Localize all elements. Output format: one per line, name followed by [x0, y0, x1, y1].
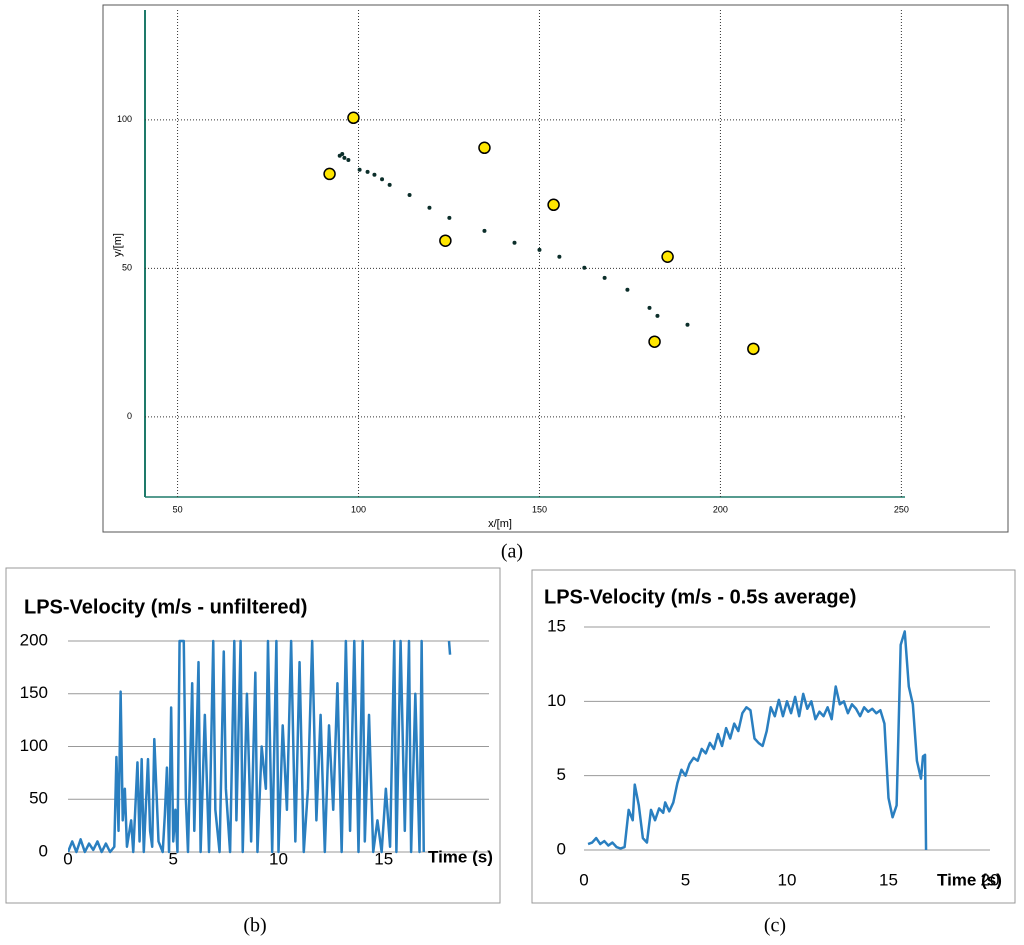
data-line: [587, 630, 928, 851]
y-tick-label: 100: [117, 114, 132, 124]
track-point: [340, 152, 345, 157]
track-point: [625, 287, 630, 292]
anchor-point: [661, 250, 674, 264]
x-tick-label: 200: [713, 504, 728, 514]
x-tick-label: 100: [351, 504, 366, 514]
anchor-point: [347, 111, 360, 125]
track-point: [602, 275, 607, 280]
track-point: [537, 247, 542, 252]
anchor-point: [478, 141, 491, 155]
x-tick-label: 20: [981, 870, 1000, 889]
y-tick-label: 200: [20, 630, 48, 649]
y-tick-label: 15: [547, 616, 566, 635]
y-tick-label: 5: [557, 765, 566, 784]
x-tick-label: 0: [63, 849, 72, 868]
anchor-point: [648, 335, 661, 348]
track-point: [685, 322, 690, 327]
y-tick-label: 100: [20, 736, 48, 755]
track-point: [582, 265, 587, 270]
y-axis-label: y/[m]: [112, 233, 124, 257]
track-point: [380, 177, 385, 182]
plot-area: [323, 111, 760, 356]
caption: (c): [764, 915, 786, 937]
x-tick-label: 0: [579, 870, 588, 889]
track-point: [342, 155, 347, 160]
x-tick-label: 10: [778, 870, 797, 889]
track-point: [427, 205, 432, 210]
y-tick-label: 50: [122, 263, 132, 273]
track-point: [346, 157, 351, 162]
track-point: [447, 215, 452, 220]
chart-title: LPS-Velocity (m/s - 0.5s average): [544, 586, 856, 608]
caption: (b): [243, 915, 266, 937]
plot-area: [68, 639, 452, 854]
y-tick-label: 50: [29, 789, 48, 808]
x-tick-label: 10: [269, 849, 288, 868]
caption: (a): [501, 541, 523, 563]
chart-title: LPS-Velocity (m/s - unfiltered): [24, 596, 307, 618]
x-axis-label: x/[m]: [488, 518, 512, 530]
x-axis-label: Time (s): [937, 870, 1002, 889]
y-tick-label: 0: [39, 841, 48, 860]
plot-area: [587, 630, 928, 851]
x-tick-label: 5: [681, 870, 690, 889]
track-point: [372, 172, 377, 177]
x-tick-label: 50: [173, 504, 183, 514]
data-line: [68, 639, 452, 854]
x-tick-label: 250: [894, 504, 909, 514]
track-point: [655, 313, 660, 318]
anchor-point: [323, 167, 336, 181]
y-tick-label: 0: [557, 839, 566, 858]
x-tick-label: 15: [374, 849, 393, 868]
track-point: [512, 240, 517, 245]
track-point: [387, 182, 392, 187]
y-tick-label: 0: [127, 411, 132, 421]
track-point: [365, 169, 370, 174]
track-point: [647, 305, 652, 310]
anchor-point: [439, 234, 452, 247]
x-tick-label: 150: [532, 504, 547, 514]
x-tick-label: 15: [879, 870, 898, 889]
anchor-point: [547, 198, 560, 212]
y-tick-label: 150: [20, 683, 48, 702]
track-point: [482, 228, 487, 233]
track-point: [407, 193, 412, 198]
track-point: [557, 254, 562, 259]
panel-frame: [531, 569, 1016, 904]
y-tick-label: 10: [547, 691, 566, 710]
x-tick-label: 5: [169, 849, 178, 868]
track-point: [357, 167, 362, 172]
anchor-point: [747, 342, 760, 356]
x-axis-label: Time (s): [428, 847, 493, 866]
